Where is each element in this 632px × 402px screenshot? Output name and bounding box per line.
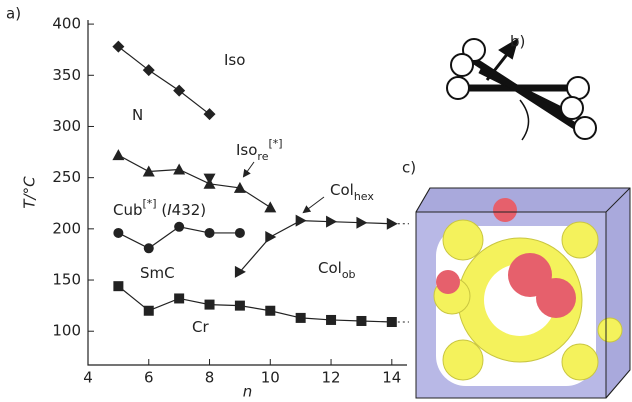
marker	[235, 228, 245, 238]
cubic-phase-render	[416, 188, 630, 398]
marker	[204, 174, 216, 185]
marker	[173, 85, 185, 97]
marker	[174, 222, 184, 232]
marker	[205, 228, 215, 238]
figure: 4 6 8 10 12 14 100 150 200 250 300 350 400 n T/°C a) b) c…	[0, 0, 632, 402]
marker	[204, 108, 216, 120]
label-part: [*]	[143, 197, 157, 210]
x-tick-label: 10	[261, 369, 280, 387]
marker	[174, 293, 184, 303]
y-tick-label: 300	[52, 117, 81, 135]
x-tick-label: 8	[205, 369, 215, 387]
phase-label: Iso	[224, 51, 245, 69]
label-part: Iso	[236, 141, 257, 159]
label-part: hex	[354, 190, 375, 203]
panel-label: b)	[510, 33, 525, 51]
x-tick-label: 6	[144, 369, 154, 387]
marker	[356, 217, 367, 229]
x-axis-label: n	[243, 383, 253, 401]
x-tick-label: 14	[382, 369, 401, 387]
phase-label: Colhex	[330, 181, 374, 203]
phase-label: Cub[*] (I432)	[113, 197, 206, 219]
phase-label: SmC	[140, 264, 175, 282]
phase-label: Colob	[318, 259, 356, 281]
marker	[326, 315, 336, 325]
series-line	[118, 47, 209, 115]
arrow	[304, 197, 324, 212]
label-part: ob	[342, 268, 356, 281]
marker	[113, 228, 123, 238]
marker	[144, 243, 154, 253]
marker	[265, 306, 275, 316]
x-tick-label: 12	[322, 369, 341, 387]
label-part: (	[157, 201, 168, 219]
label-part: Iso	[224, 51, 245, 69]
marker	[143, 64, 155, 76]
x-tick-label: 4	[83, 369, 93, 387]
y-tick-label: 400	[52, 15, 81, 33]
marker	[112, 41, 124, 53]
label-part: 432)	[172, 201, 206, 219]
y-tick-label: 100	[52, 322, 81, 340]
panel-label: c)	[402, 159, 416, 177]
panel-label: a)	[6, 5, 21, 23]
phase-label: N	[132, 106, 143, 124]
phase-label: Isore[*]	[236, 137, 283, 163]
marker	[356, 316, 366, 326]
series-line	[240, 221, 392, 272]
y-tick-label: 200	[52, 219, 81, 237]
marker	[173, 163, 185, 174]
label-part: SmC	[140, 264, 175, 282]
phase-label: Cr	[192, 318, 209, 336]
marker	[235, 301, 245, 311]
label-part: Col	[330, 181, 354, 199]
marker	[144, 306, 154, 316]
y-tick-label: 350	[52, 66, 81, 84]
molecule-schematic	[447, 39, 596, 140]
arrow	[244, 162, 254, 176]
marker	[113, 281, 123, 291]
marker	[387, 218, 398, 230]
y-tick-label: 150	[52, 271, 81, 289]
series-line	[118, 286, 391, 322]
marker	[264, 201, 276, 212]
label-part: re	[257, 150, 268, 163]
y-tick-label: 250	[52, 168, 81, 186]
label-part: Cr	[192, 318, 209, 336]
y-axis-label: T/°C	[21, 176, 39, 209]
label-part: Col	[318, 259, 342, 277]
label-part: [*]	[268, 137, 282, 150]
marker	[265, 231, 276, 243]
marker	[205, 300, 215, 310]
series-line	[118, 155, 270, 207]
marker	[387, 317, 397, 327]
label-part: N	[132, 106, 143, 124]
label-part: Cub	[113, 201, 143, 219]
marker	[112, 149, 124, 160]
marker	[296, 215, 307, 227]
marker	[326, 216, 337, 228]
marker	[296, 313, 306, 323]
